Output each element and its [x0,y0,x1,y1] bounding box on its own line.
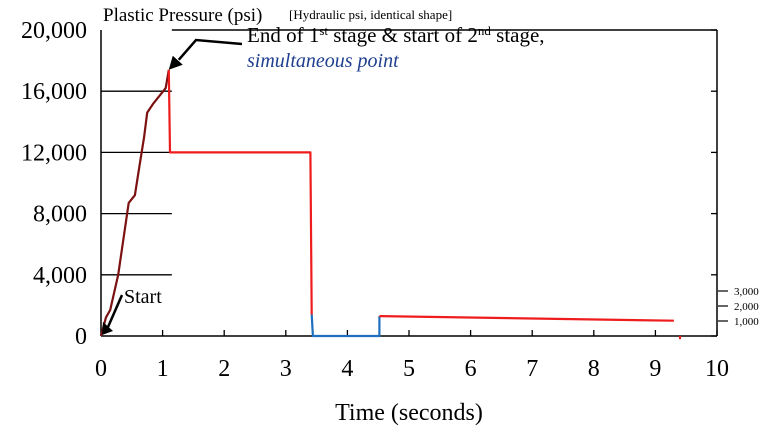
annotation-start-text: Start [124,286,162,308]
y-tick-label-0: 0 [75,324,87,350]
x-tick-label-1: 1 [157,356,169,382]
annotation-arrowhead-start [102,322,113,335]
axes [100,29,718,337]
right-axis: 1,000 2,000 3,000 [718,286,759,328]
y-tick-label-16000: 16,000 [21,79,87,105]
x-tick-label-10: 10 [705,356,729,382]
annotation-arrowhead-end-stage [168,55,183,70]
x-tick-label-5: 5 [403,356,415,382]
annotation-part-1: End of 1 [247,23,319,47]
y-tick-label-8000: 8,000 [33,202,87,228]
axis-ticks: 0 1 2 3 4 5 6 7 8 9 10 0 4,000 8,000 12,000 16,000 20,00… [21,18,729,382]
chart-subtitle: [Hydraulic psi, identical shape] [289,7,452,22]
series-segment-1 [99,69,170,337]
x-tick-label-4: 4 [341,356,353,382]
x-tick-label-3: 3 [280,356,292,382]
annotation-part-5: stage, [491,23,545,47]
x-tick-label-7: 7 [526,356,538,382]
annotation-sup-nd: nd [478,23,492,38]
series-segment-4 [379,315,674,322]
right-axis-label-2000: 2,000 [734,301,759,313]
x-tick-label-6: 6 [465,356,477,382]
annotation-end-stage-text: End of 1st stage & start of 2nd stage, [247,23,545,48]
y-tick-label-4000: 4,000 [33,263,87,289]
x-tick-label-2: 2 [218,356,230,382]
annotation-simultaneous-point: simultaneous point [247,50,399,72]
annotation-sup-st: st [319,23,328,38]
annotation-part-3: stage & start of 2 [328,23,478,47]
x-tick-label-8: 8 [588,356,600,382]
annotation-start: Start [102,286,162,335]
x-tick-label-9: 9 [649,356,661,382]
x-tick-label-0: 0 [95,356,107,382]
right-axis-label-1000: 1,000 [734,316,759,328]
y-tick-label-20000: 20,000 [21,18,87,44]
annotation-arrow-end-stage [177,38,243,61]
right-axis-label-3000: 3,000 [734,286,759,298]
pressure-series [99,69,682,340]
x-axis-label: Time (seconds) [335,400,483,426]
series-segment-3 [310,314,381,338]
annotation-end-first-stage: End of 1st stage & start of 2nd stage, s… [168,23,545,72]
chart-title: Plastic Pressure (psi) [103,5,262,26]
partial-gridlines [101,90,172,276]
annotation-arrow-start [106,294,124,328]
series-segment-2 [167,69,313,315]
y-tick-label-12000: 12,000 [21,140,87,166]
